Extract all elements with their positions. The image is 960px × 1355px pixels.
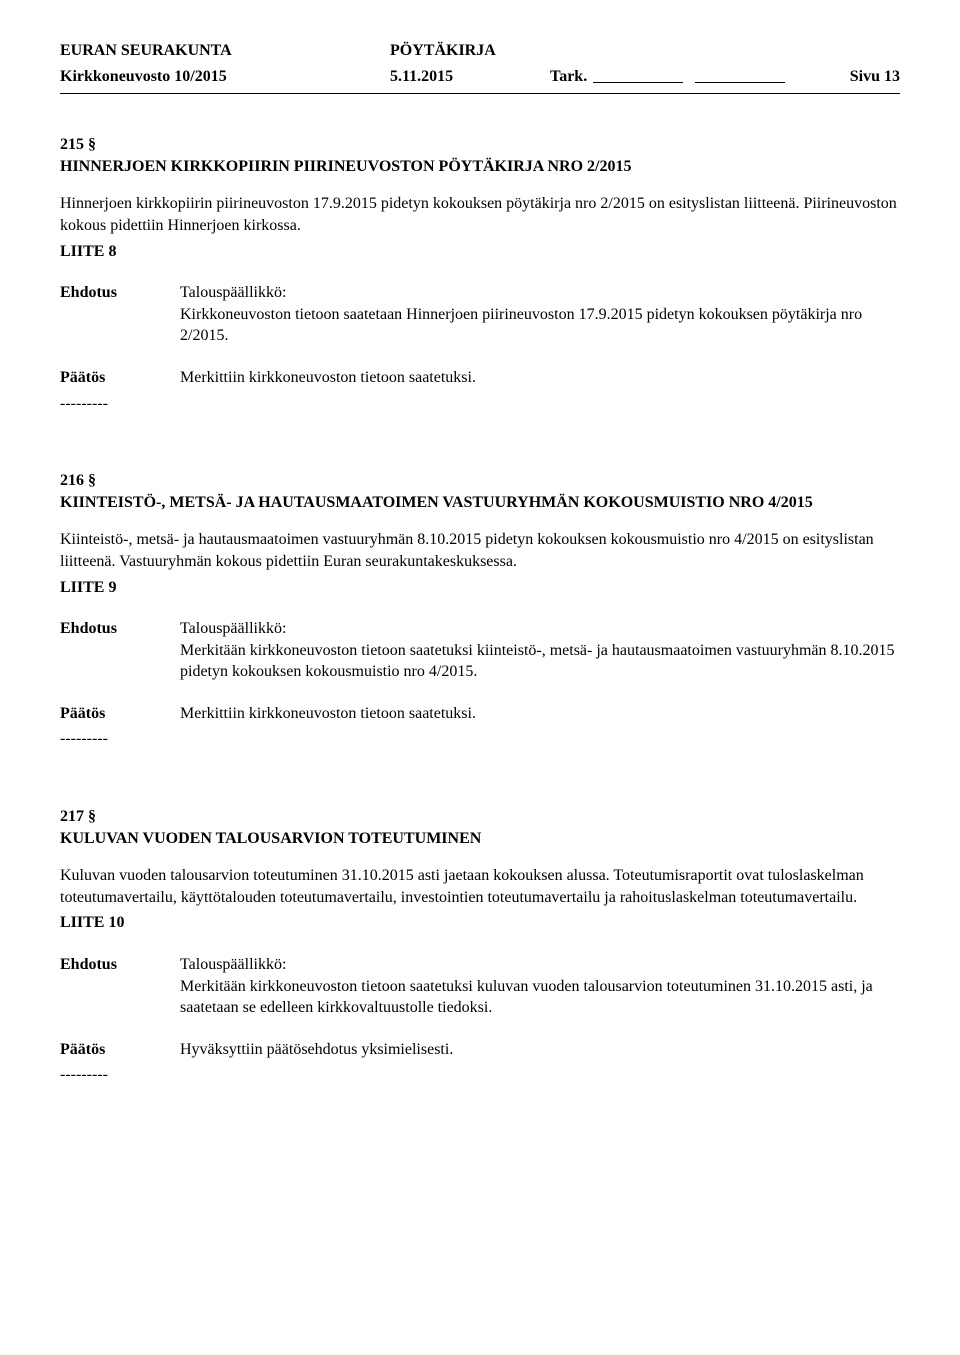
paatos-row: Päätös Merkittiin kirkkoneuvoston tietoo… <box>60 703 900 725</box>
section-number: 215 § <box>60 134 900 156</box>
ehdotus-row: Ehdotus Talouspäällikkö: Merkitään kirkk… <box>60 618 900 683</box>
ehdotus-text: Merkitään kirkkoneuvoston tietoon saatet… <box>180 976 900 1019</box>
header-rule <box>60 93 900 94</box>
paatos-label: Päätös <box>60 1039 180 1061</box>
section-dash: --------- <box>60 393 900 415</box>
section-216: 216 § KIINTEISTÖ-, METSÄ- JA HAUTAUSMAAT… <box>60 470 900 750</box>
ehdotus-body: Talouspäällikkö: Merkitään kirkkoneuvost… <box>180 954 900 1019</box>
paatos-label: Päätös <box>60 367 180 389</box>
ehdotus-role: Talouspäällikkö: <box>180 618 900 640</box>
tark-label: Tark. <box>550 66 587 88</box>
section-body: Kuluvan vuoden talousarvion toteutuminen… <box>60 865 900 908</box>
paatos-row: Päätös Hyväksyttiin päätösehdotus yksimi… <box>60 1039 900 1061</box>
liite-ref: LIITE 9 <box>60 577 900 599</box>
section-217: 217 § KULUVAN VUODEN TALOUSARVION TOTEUT… <box>60 806 900 1086</box>
ehdotus-body: Talouspäällikkö: Merkitään kirkkoneuvost… <box>180 618 900 683</box>
doc-header: EURAN SEURAKUNTA PÖYTÄKIRJA <box>60 40 900 62</box>
liite-ref: LIITE 10 <box>60 912 900 934</box>
tark-underline-1 <box>593 66 683 84</box>
org-name: EURAN SEURAKUNTA <box>60 40 390 62</box>
section-number: 217 § <box>60 806 900 828</box>
section-title: KIINTEISTÖ-, METSÄ- JA HAUTAUSMAATOIMEN … <box>60 492 900 514</box>
section-dash: --------- <box>60 728 900 750</box>
ehdotus-text: Merkitään kirkkoneuvoston tietoon saatet… <box>180 640 900 683</box>
page-label: Sivu 13 <box>850 66 900 88</box>
paatos-text: Merkittiin kirkkoneuvoston tietoon saate… <box>180 703 900 725</box>
committee: Kirkkoneuvosto 10/2015 <box>60 66 390 88</box>
section-number: 216 § <box>60 470 900 492</box>
ehdotus-label: Ehdotus <box>60 954 180 1019</box>
liite-ref: LIITE 8 <box>60 241 900 263</box>
doc-subheader: Kirkkoneuvosto 10/2015 5.11.2015 Tark. S… <box>60 66 900 88</box>
doc-type: PÖYTÄKIRJA <box>390 40 496 62</box>
section-dash: --------- <box>60 1064 900 1086</box>
ehdotus-row: Ehdotus Talouspäällikkö: Merkitään kirkk… <box>60 954 900 1019</box>
tark-field: Tark. Sivu 13 <box>550 66 900 88</box>
ehdotus-role: Talouspäällikkö: <box>180 954 900 976</box>
meeting-date: 5.11.2015 <box>390 66 550 88</box>
section-title: KULUVAN VUODEN TALOUSARVION TOTEUTUMINEN <box>60 828 900 850</box>
section-body: Kiinteistö-, metsä- ja hautausmaatoimen … <box>60 529 900 572</box>
section-body: Hinnerjoen kirkkopiirin piirineuvoston 1… <box>60 193 900 236</box>
paatos-text: Hyväksyttiin päätösehdotus yksimielisest… <box>180 1039 900 1061</box>
paatos-text: Merkittiin kirkkoneuvoston tietoon saate… <box>180 367 900 389</box>
section-215: 215 § HINNERJOEN KIRKKOPIIRIN PIIRINEUVO… <box>60 134 900 414</box>
paatos-label: Päätös <box>60 703 180 725</box>
ehdotus-text: Kirkkoneuvoston tietoon saatetaan Hinner… <box>180 304 900 347</box>
tark-underline-2 <box>695 66 785 84</box>
ehdotus-role: Talouspäällikkö: <box>180 282 900 304</box>
ehdotus-row: Ehdotus Talouspäällikkö: Kirkkoneuvoston… <box>60 282 900 347</box>
ehdotus-label: Ehdotus <box>60 618 180 683</box>
section-title: HINNERJOEN KIRKKOPIIRIN PIIRINEUVOSTON P… <box>60 156 900 178</box>
ehdotus-body: Talouspäällikkö: Kirkkoneuvoston tietoon… <box>180 282 900 347</box>
paatos-row: Päätös Merkittiin kirkkoneuvoston tietoo… <box>60 367 900 389</box>
ehdotus-label: Ehdotus <box>60 282 180 347</box>
